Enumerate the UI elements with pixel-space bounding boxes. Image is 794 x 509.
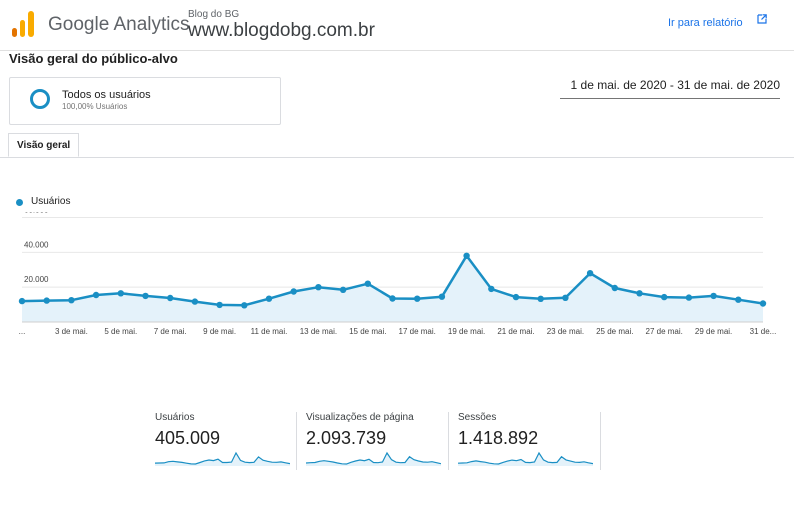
scorecard-value: 405.009 — [155, 428, 221, 448]
x-tick-label: 3 de mai. — [55, 327, 88, 336]
external-link-icon[interactable] — [757, 14, 767, 24]
x-tick-label: 11 de mai. — [251, 327, 288, 336]
sparkline-area — [306, 453, 441, 466]
scorecard-value: 1.418.892 — [458, 428, 539, 448]
sparkline — [306, 451, 441, 466]
data-point[interactable] — [661, 293, 668, 301]
data-point[interactable] — [463, 252, 470, 259]
y-tick-label: 60.000 — [24, 212, 49, 214]
sparkline-line — [155, 451, 290, 465]
segment-name: Todos os usuários — [62, 89, 151, 101]
data-point[interactable] — [562, 294, 569, 301]
x-tick-label: 5 de mai. — [104, 327, 137, 336]
data-point[interactable] — [364, 280, 371, 287]
data-point[interactable] — [191, 298, 199, 305]
data-point[interactable] — [241, 302, 248, 309]
date-range-selector[interactable]: 1 de mai. de 2020 - 31 de mai. de 2020 — [560, 78, 780, 99]
series-area — [22, 255, 763, 322]
data-point[interactable] — [315, 284, 322, 291]
data-point[interactable] — [438, 293, 446, 300]
page-title: Visão geral do público-alvo — [9, 51, 178, 66]
data-point[interactable] — [167, 294, 174, 302]
data-point[interactable] — [512, 293, 520, 301]
x-tick-label: 7 de mai. — [154, 327, 187, 336]
data-point[interactable] — [685, 294, 693, 301]
data-point[interactable] — [636, 290, 643, 297]
x-tick-label: 29 de mai. — [695, 327, 732, 336]
segment-percent: 100,00% Usuários — [62, 102, 128, 111]
sparkline-area — [458, 453, 593, 466]
legend-label: Usuários — [31, 196, 71, 207]
scorecard-label: Sessões — [458, 412, 497, 423]
x-tick-label: 27 de mai. — [646, 327, 683, 336]
sparkline-area — [155, 453, 290, 466]
scorecard-label: Visualizações de página — [306, 412, 414, 423]
tab-overview[interactable]: Visão geral — [8, 133, 80, 157]
x-tick-label: 9 de mai. — [203, 327, 236, 336]
data-point[interactable] — [488, 285, 495, 293]
sparkline-line — [458, 451, 593, 465]
data-point[interactable] — [735, 296, 742, 303]
x-tick-label: 13 de mai. — [300, 327, 337, 336]
data-point[interactable] — [611, 284, 618, 292]
x-tick-label: 25 de mai. — [596, 327, 633, 336]
analytics-logo-icon[interactable] — [12, 11, 34, 37]
segment-card[interactable]: Todos os usuários 100,00% Usuários — [9, 77, 281, 125]
x-tick-label: 21 de mai. — [497, 327, 534, 336]
sparkline-line — [306, 451, 441, 465]
scorecard-divider — [448, 412, 449, 470]
scorecard-label: Usuários — [155, 412, 195, 423]
data-point[interactable] — [265, 295, 273, 302]
data-point[interactable] — [710, 292, 717, 300]
data-point[interactable] — [290, 288, 297, 295]
data-point[interactable] — [18, 297, 26, 305]
scorecard-divider — [600, 412, 601, 470]
y-tick-label: 40.000 — [24, 240, 49, 249]
x-tick-label: 31 de... — [750, 327, 777, 336]
data-point[interactable] — [339, 286, 347, 293]
sparkline — [458, 451, 593, 466]
go-to-report-link[interactable]: Ir para relatório — [668, 17, 743, 29]
data-point[interactable] — [537, 295, 544, 302]
x-tick-label: 17 de mai. — [399, 327, 436, 336]
y-tick-label: 20.000 — [24, 275, 49, 284]
data-point[interactable] — [216, 301, 223, 309]
users-line-chart[interactable]: 60.000 40.000 20.000... 3 de mai. 5 de mai. 7… — [0, 212, 794, 342]
segment-circle-icon — [30, 89, 50, 109]
product-name: Google Analytics — [48, 14, 190, 35]
account-name[interactable]: Blog do BG — [188, 9, 240, 20]
data-point[interactable] — [43, 297, 50, 304]
property-name[interactable]: www.blogdobg.com.br — [188, 20, 375, 41]
legend-dot-icon — [16, 199, 23, 206]
scorecard-value: 2.093.739 — [306, 428, 387, 448]
sparkline — [155, 451, 290, 466]
x-tick-label: 23 de mai. — [547, 327, 584, 336]
scorecard-divider — [296, 412, 297, 470]
data-point[interactable] — [92, 291, 100, 299]
x-tick-label: 19 de mai. — [448, 327, 485, 336]
x-tick-label: 15 de mai. — [349, 327, 386, 336]
data-point[interactable] — [414, 295, 421, 302]
tab-bar: Visão geral — [0, 133, 794, 158]
data-point[interactable] — [68, 297, 75, 304]
data-point[interactable] — [142, 292, 149, 300]
data-point[interactable] — [759, 300, 767, 307]
data-point[interactable] — [586, 270, 594, 277]
data-point[interactable] — [389, 295, 396, 302]
app-header: Google Analytics Blog do BG www.blogdobg… — [0, 0, 794, 51]
x-tick-label: ... — [19, 327, 26, 336]
data-point[interactable] — [117, 290, 125, 297]
